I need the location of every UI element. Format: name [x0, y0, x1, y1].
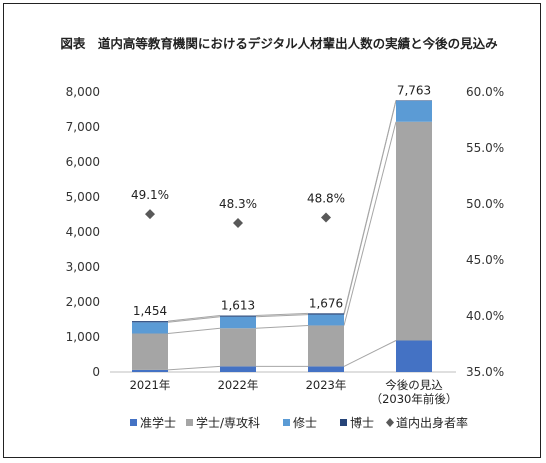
category-sublabel: （2030年前後）	[371, 392, 458, 406]
left-tick-label: 6,000	[66, 155, 100, 169]
left-tick-label: 5,000	[66, 190, 100, 204]
right-tick-label: 50.0%	[466, 197, 504, 211]
series-connectors	[167, 100, 397, 371]
category-labels: 2021年 2022年 2023年 今後の見込（2030年前後）	[130, 378, 458, 406]
legend-swatch	[283, 419, 290, 426]
category-label: 2023年	[306, 378, 347, 392]
bars	[132, 100, 432, 372]
left-tick-label: 3,000	[66, 260, 100, 274]
legend-label: 修士	[293, 415, 317, 430]
series-connector-line	[255, 314, 309, 318]
left-tick-label: 8,000	[66, 85, 100, 99]
left-tick-label: 7,000	[66, 120, 100, 134]
legend-swatch	[186, 419, 193, 426]
category-label: 今後の見込	[385, 378, 443, 392]
legend-label: 道内出身者率	[396, 415, 468, 430]
left-tick-label: 2,000	[66, 295, 100, 309]
category-label: 2022年	[218, 378, 259, 392]
series-connector-line	[167, 315, 221, 322]
series-connector-line	[255, 312, 309, 317]
bar-segment	[220, 366, 256, 372]
right-tick-label: 40.0%	[466, 309, 504, 323]
rate-data-label: 49.1%	[131, 188, 169, 202]
bar-segment	[308, 313, 344, 315]
left-tick-label: 4,000	[66, 225, 100, 239]
bar-segment	[308, 325, 344, 367]
rate-data-label: 48.3%	[219, 197, 257, 211]
bar-segment	[396, 100, 432, 122]
right-tick-label: 45.0%	[466, 253, 504, 267]
legend-swatch	[340, 419, 347, 426]
series-connector-line	[167, 327, 221, 334]
total-data-label: 1,613	[221, 299, 255, 313]
legend-swatch	[130, 419, 137, 426]
right-axis: 35.0% 40.0% 45.0% 50.0% 55.0% 60.0%	[466, 85, 504, 379]
series-connector-line	[167, 316, 221, 323]
total-data-label: 1,454	[133, 304, 167, 318]
bar-segment	[308, 366, 344, 372]
legend-label: 博士	[350, 415, 374, 430]
chart-svg: 図表 道内高等教育機関におけるデジタル人材輩出人数の実績と今後の見込み 0 1,0…	[60, 36, 504, 430]
rate-data-label: 48.8%	[307, 191, 345, 205]
bar-segment	[132, 369, 168, 372]
chart-title: 図表 道内高等教育機関におけるデジタル人材輩出人数の実績と今後の見込み	[60, 36, 498, 51]
legend: 准学士 学士/専攻科 修士 博士 道内出身者率	[130, 415, 468, 430]
rate-point	[145, 209, 155, 220]
category-label: 2021年	[130, 378, 171, 392]
right-tick-label: 60.0%	[466, 85, 504, 99]
bar-segment	[132, 322, 168, 334]
left-tick-label: 0	[92, 365, 100, 379]
series-connector-line	[343, 100, 397, 314]
bar-segment	[220, 316, 256, 329]
bar-segment	[396, 121, 432, 341]
series-connector-line	[255, 324, 309, 329]
right-tick-label: 55.0%	[466, 141, 504, 155]
legend-label: 学士/専攻科	[196, 415, 260, 430]
rate-point	[321, 212, 331, 223]
rate-points: 49.1% 48.3% 48.8%	[131, 188, 345, 229]
bar-segment	[132, 321, 168, 323]
chart-frame: 図表 道内高等教育機関におけるデジタル人材輩出人数の実績と今後の見込み 0 1,0…	[3, 3, 541, 458]
total-data-label: 1,676	[309, 296, 343, 310]
bar-segment	[396, 340, 432, 372]
series-connector-line	[167, 365, 221, 371]
legend-label: 准学士	[140, 415, 176, 430]
bar-segment	[132, 333, 168, 370]
legend-swatch	[386, 418, 394, 427]
total-labels: 1,454 1,613 1,676 7,763	[133, 83, 431, 318]
left-tick-label: 1,000	[66, 330, 100, 344]
bar-segment	[308, 314, 344, 326]
total-data-label: 7,763	[397, 83, 431, 97]
right-tick-label: 35.0%	[466, 365, 504, 379]
series-connector-line	[343, 340, 397, 367]
bar-segment	[220, 328, 256, 367]
bar-segment	[220, 315, 256, 317]
series-connector-line	[343, 121, 397, 326]
rate-point	[233, 218, 243, 229]
